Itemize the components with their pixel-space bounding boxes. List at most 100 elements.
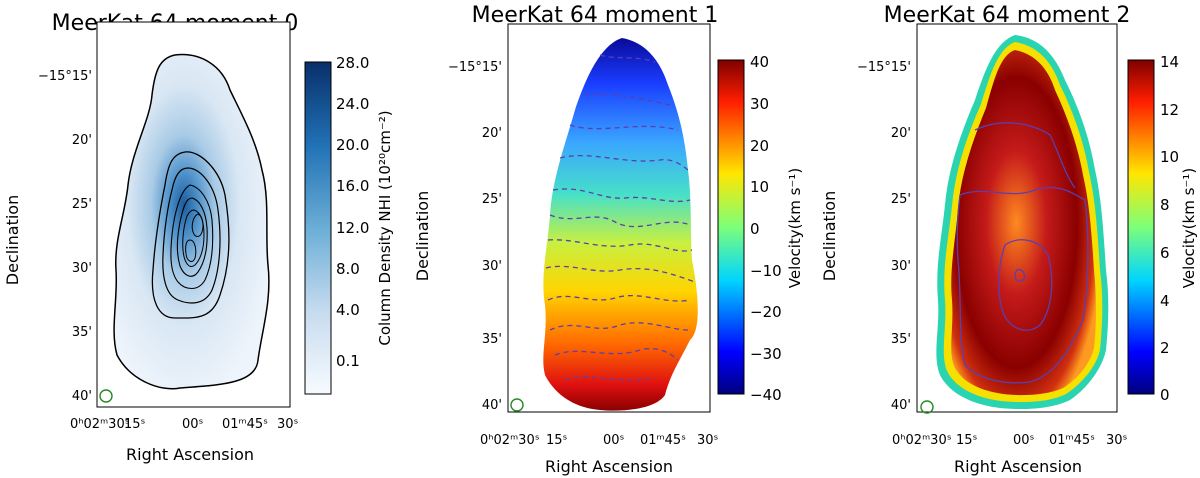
y-axis: −15°15' 20' 25' 30' 35' 40' (857, 60, 911, 413)
colorbar-tick: 20.0 (336, 136, 369, 154)
hi-emission-map (113, 53, 270, 390)
y-axis: −15°15' 20' 25' 30' 35' 40' (448, 60, 502, 413)
x-axis: 0ʰ02ᵐ30ˢ 15ˢ 00ˢ 01ᵐ45ˢ 30ˢ (70, 417, 299, 432)
colorbar-label: Velocity(km s⁻¹) (786, 168, 804, 288)
y-axis-label: Declination (820, 191, 839, 281)
x-tick-label: 0ʰ02ᵐ30ˢ (70, 417, 130, 432)
colorbar-tick: 0.1 (336, 352, 360, 370)
velocity-contour (552, 188, 691, 203)
x-axis: 0ʰ02ᵐ30ˢ 15ˢ 00ˢ 01ᵐ45ˢ 30ˢ (480, 433, 719, 448)
y-tick-label: 40' (891, 398, 911, 413)
velocity-contour (554, 348, 679, 361)
velocity-contour (549, 214, 691, 228)
panel-moment2: MeerKat 64 moment 2 −15°15' 20' 25' 30' … (820, 3, 1198, 476)
x-axis-label: Right Ascension (126, 445, 254, 464)
contour-level-1 (151, 151, 230, 319)
colorbar-tick: 0 (750, 220, 760, 238)
colorbar-tick: 20 (750, 137, 769, 155)
dispersion-contour (1014, 268, 1026, 282)
colorbar-tick: 4 (1160, 292, 1170, 310)
velocity-contour (549, 322, 689, 331)
colorbar (304, 61, 332, 395)
contour-level-7 (185, 239, 197, 262)
y-tick-label: 25' (72, 197, 92, 212)
beam-circle (510, 398, 524, 412)
velocity-contour (599, 54, 656, 63)
x-axis-label: Right Ascension (545, 457, 673, 476)
x-axis-label: Right Ascension (954, 457, 1082, 476)
colorbar-tick: 6 (1160, 244, 1170, 262)
colorbar-tick: 10 (750, 178, 769, 196)
velocity-contour (559, 155, 689, 171)
colorbar-tick: 4.0 (336, 301, 360, 319)
velocity-contour (547, 239, 693, 252)
colorbar-tick: 12.0 (336, 219, 369, 237)
colorbar-tick: 0 (1160, 386, 1170, 404)
colorbar-tick: 10 (1160, 148, 1179, 166)
velocity-contour (547, 294, 691, 302)
y-axis-label: Declination (3, 195, 22, 285)
colorbar-tick: 14 (1160, 53, 1179, 71)
dispersion-contour (956, 186, 1089, 384)
y-tick-label: −15°15' (38, 69, 92, 84)
y-axis-label: Declination (413, 191, 432, 281)
y-tick-label: 30' (72, 261, 92, 276)
panel-moment1: MeerKat 64 moment 1 −15°15' 20' 25' 30' … (413, 3, 804, 476)
colorbar-tick: 8.0 (336, 260, 360, 278)
y-tick-label: 30' (891, 259, 911, 274)
y-tick-label: −15°15' (448, 60, 502, 75)
y-tick-label: 35' (891, 332, 911, 347)
colorbar-label: Velocity(km s⁻¹) (1180, 168, 1198, 288)
colorbar-tick: 40 (750, 53, 769, 71)
y-tick-label: 25' (482, 192, 502, 207)
x-tick-label: 01ᵐ45ˢ (1049, 433, 1095, 448)
velocity-contour (545, 265, 696, 283)
x-tick-label: 30ˢ (277, 417, 299, 432)
y-tick-label: 30' (482, 259, 502, 274)
x-tick-label: 0ʰ02ᵐ30ˢ (892, 433, 952, 448)
colorbar-tick: −30 (750, 345, 782, 363)
x-tick-label: 30ˢ (697, 433, 719, 448)
contour-level-3 (170, 184, 214, 290)
contour-level-6 (191, 213, 204, 237)
colorbar-tick: 28.0 (336, 54, 369, 72)
beam-circle (920, 400, 934, 414)
colorbar-label: Column Density NHI (10²⁰cm⁻²) (376, 110, 394, 345)
colorbar-ticks: 28.0 24.0 20.0 16.0 12.0 8.0 4.0 0.1 (336, 54, 369, 370)
contour-level-4 (176, 197, 208, 277)
colorbar-ticks: 14 12 10 8 6 4 2 0 (1160, 53, 1179, 404)
colorbar (1127, 59, 1155, 395)
y-tick-label: 20' (891, 126, 911, 141)
y-tick-label: 25' (891, 192, 911, 207)
beam-circle (99, 389, 113, 403)
y-tick-label: −15°15' (857, 60, 911, 75)
x-tick-label: 15ˢ (124, 417, 146, 432)
velocity-contour (569, 124, 679, 131)
y-tick-label: 20' (482, 126, 502, 141)
x-tick-label: 01ᵐ45ˢ (640, 433, 686, 448)
colorbar-tick: 12 (1160, 101, 1179, 119)
velocity-contours (545, 54, 696, 381)
dispersion-contour (974, 122, 1076, 189)
y-tick-label: 40' (482, 398, 502, 413)
colorbar-tick: 8 (1160, 196, 1170, 214)
y-axis: −15°15' 20' 25' 30' 35' 40' (38, 69, 92, 404)
x-tick-label: 15ˢ (956, 433, 978, 448)
x-tick-label: 00ˢ (182, 417, 204, 432)
x-tick-label: 30ˢ (1106, 433, 1128, 448)
x-tick-label: 00ˢ (603, 433, 625, 448)
velocity-contour (584, 93, 671, 106)
x-tick-label: 15ˢ (546, 433, 568, 448)
contour-level-2 (162, 167, 221, 304)
y-tick-label: 35' (482, 332, 502, 347)
y-tick-label: 40' (72, 389, 92, 404)
colorbar-tick: 30 (750, 95, 769, 113)
colorbar-tick: −10 (750, 262, 782, 280)
colorbar-tick: −20 (750, 303, 782, 321)
dispersion-contour (998, 239, 1053, 331)
contour-level-5 (182, 209, 205, 267)
dispersion-contours (956, 122, 1089, 384)
colorbar-ticks: 40 30 20 10 0 −10 −20 −30 −40 (750, 53, 782, 404)
dispersion-map (951, 50, 1096, 396)
